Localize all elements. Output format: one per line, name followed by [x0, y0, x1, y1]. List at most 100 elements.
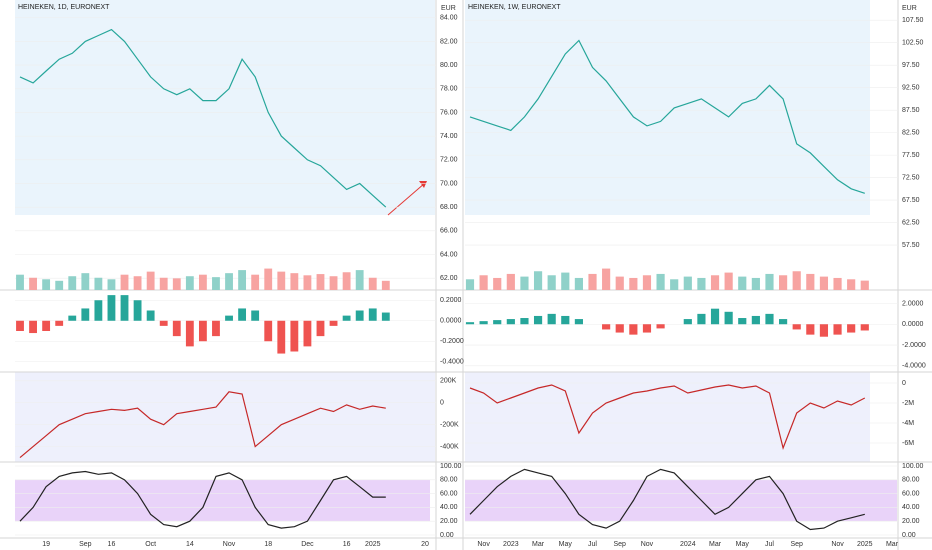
y-tick-label: 107.50 [902, 17, 924, 24]
y-tick-label: 0.0000 [440, 318, 462, 325]
y-tick-label: 78.00 [440, 86, 458, 93]
volume-bar [642, 275, 652, 290]
y-tick-label: -200K [440, 422, 459, 429]
y-tick-label: -4.0000 [902, 363, 926, 370]
volume-bar [765, 273, 774, 290]
volume-bar [724, 272, 733, 290]
volume-bar [290, 273, 299, 290]
histogram-bar [615, 324, 624, 333]
histogram-bar [42, 320, 51, 331]
histogram-bar [493, 320, 502, 325]
x-tick-label: Dec [301, 541, 314, 548]
volume-bar [42, 279, 51, 290]
y-tick-label: 72.50 [902, 174, 920, 181]
y-tick-label: 84.00 [440, 15, 458, 22]
x-tick-label: 16 [108, 541, 116, 548]
y-tick-label: -0.2000 [440, 338, 464, 345]
y-tick-label: 40.00 [902, 504, 920, 511]
y-tick-label: 2.0000 [902, 300, 924, 307]
y-tick-label: 72.00 [440, 157, 458, 164]
volume-bar [833, 277, 842, 290]
y-tick-label: 0 [440, 400, 444, 407]
histogram-bar [81, 308, 90, 321]
volume-bar [381, 280, 390, 290]
histogram-bar [724, 311, 733, 325]
volume-bar [303, 275, 312, 290]
y-tick-label: 0.2000 [440, 297, 462, 304]
series-line [469, 384, 866, 450]
volume-bar [185, 276, 194, 290]
histogram-bar [479, 321, 488, 325]
histogram-bar [656, 324, 665, 329]
volume-bar [251, 274, 260, 290]
x-tick-label: May [559, 541, 573, 548]
y-tick-label: -6M [902, 440, 914, 447]
histogram-bar [342, 315, 351, 321]
y-tick-label: 0.00 [902, 532, 916, 539]
volume-bar [710, 275, 720, 290]
y-tick-label: 70.00 [440, 180, 458, 187]
volume-bar [107, 279, 116, 290]
histogram-bar [290, 320, 299, 352]
x-tick-label: Jul [765, 541, 774, 548]
y-tick-label: 92.50 [902, 85, 920, 92]
y-tick-label: 82.00 [440, 38, 458, 45]
y-tick-label: 0.00 [440, 532, 454, 539]
histogram-bar [264, 320, 273, 342]
histogram-bar [602, 324, 611, 330]
x-tick-label: 16 [343, 541, 351, 548]
y-tick-label: 87.50 [902, 107, 920, 114]
histogram-bar [506, 319, 515, 325]
arrow-head [419, 181, 427, 188]
histogram-bar [146, 310, 155, 321]
y-label: EUR [902, 5, 917, 12]
y-tick-label: 74.00 [440, 133, 458, 140]
x-tick-label: Mar [709, 541, 722, 548]
x-tick-label: 2023 [503, 541, 519, 548]
volume-bar [588, 273, 597, 290]
histogram-bar [172, 320, 181, 337]
x-tick-label: Sep [790, 541, 803, 548]
volume-bar [656, 273, 665, 290]
volume-bar [847, 279, 856, 290]
y-tick-label: 80.00 [440, 62, 458, 69]
chart-title: HEINEKEN, 1D, EURONEXT [18, 4, 110, 11]
x-tick-label: 14 [186, 541, 194, 548]
volume-bar [860, 280, 869, 290]
y-tick-label: 100.00 [902, 463, 924, 470]
volume-bar [55, 280, 64, 290]
y-tick-label: -2.0000 [902, 342, 926, 349]
histogram-bar [574, 319, 583, 325]
histogram-bar [251, 310, 260, 321]
histogram-bar [120, 295, 129, 321]
volume-bar [629, 277, 638, 290]
y-tick-label: 82.50 [902, 129, 920, 136]
x-tick-label: Nov [477, 541, 490, 548]
x-tick-label: May [736, 541, 750, 548]
x-tick-label: Sep [614, 541, 627, 548]
x-tick-label: 20 [421, 541, 429, 548]
volume-bar [792, 271, 801, 290]
series-line [469, 468, 865, 531]
x-tick-label: 2025 [857, 541, 873, 548]
y-tick-label: 77.50 [902, 152, 920, 159]
band [15, 479, 430, 522]
x-tick-label: 18 [264, 541, 272, 548]
volume-bar [120, 274, 129, 290]
y-tick-label: 60.00 [440, 490, 458, 497]
histogram-bar [520, 318, 529, 325]
y-tick-label: 102.50 [902, 40, 924, 47]
x-tick-label: 19 [42, 541, 50, 548]
histogram-bar [642, 324, 652, 333]
histogram-bar [29, 320, 37, 334]
volume-bar [225, 273, 233, 290]
volume-bar [751, 277, 760, 290]
volume-bar [16, 274, 24, 290]
x-tick-label: Sep [79, 541, 92, 548]
histogram-bar [212, 320, 220, 337]
y-tick-label: -0.4000 [440, 359, 464, 366]
band [465, 479, 897, 522]
y-tick-label: 80.00 [440, 477, 458, 484]
volume-bar [172, 278, 181, 290]
